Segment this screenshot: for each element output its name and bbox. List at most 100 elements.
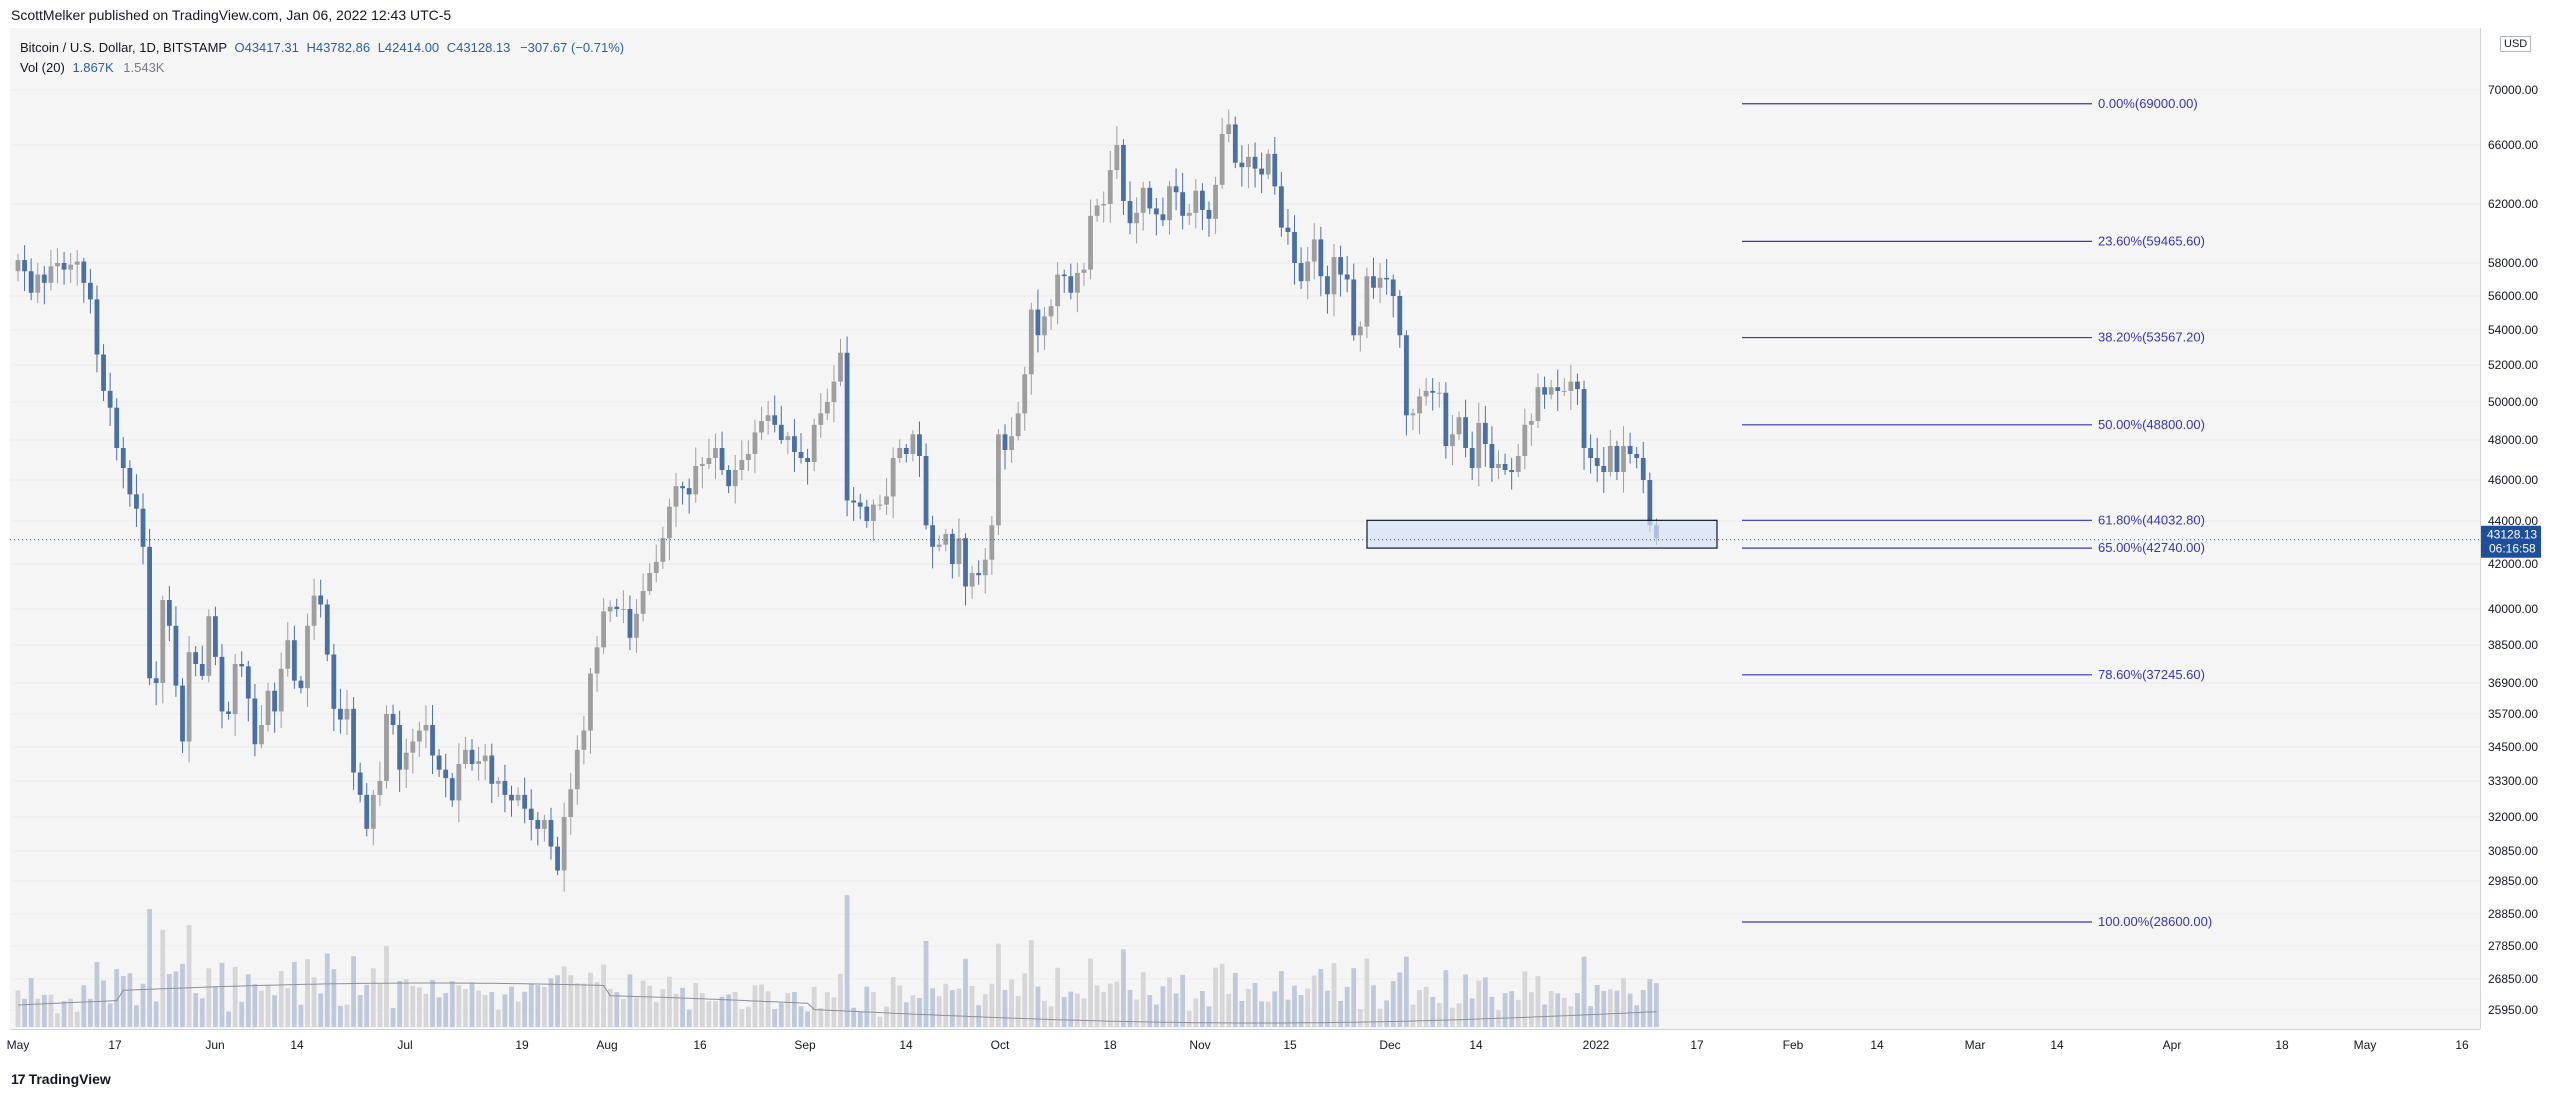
volume-bar (1081, 998, 1087, 1027)
volume-bar (1055, 967, 1061, 1027)
volume-bar (1200, 990, 1205, 1027)
volume-bar (930, 988, 936, 1027)
candle-body (41, 274, 47, 283)
candle-body (1561, 390, 1567, 392)
volume-bar (798, 1006, 804, 1027)
candle-body (581, 730, 587, 750)
candle-body (956, 538, 962, 564)
volume-bar (1529, 992, 1534, 1027)
candle-body (1529, 421, 1534, 425)
tradingview-logo-icon: 17 (11, 1071, 26, 1087)
time-tick-label: 17 (1690, 1038, 1704, 1052)
candle-body (660, 538, 666, 562)
price-tick-label: 33300.00 (2488, 774, 2538, 788)
candle-body (1588, 448, 1594, 458)
candle-body (778, 424, 784, 440)
volume-bar (338, 1005, 343, 1027)
time-tick-label: Apr (2163, 1038, 2182, 1052)
volume-bar (982, 994, 988, 1027)
volume-bar (232, 966, 238, 1027)
volume-bar (1377, 1008, 1383, 1027)
candle-body (699, 464, 705, 466)
candle-body (1640, 458, 1646, 480)
volume-bar (186, 925, 192, 1027)
candle-body (1522, 424, 1528, 456)
volume-bar (1548, 991, 1554, 1027)
volume-bar (1423, 986, 1429, 1027)
volume-bar (1581, 956, 1587, 1027)
volume-bar (1259, 1001, 1265, 1027)
candle-body (35, 274, 41, 293)
candle-body (1285, 227, 1291, 233)
candle-body (561, 817, 567, 871)
candle-body (324, 604, 330, 655)
candle-body (68, 264, 74, 270)
volume-bar (713, 1000, 718, 1027)
price-tick-label: 25950.00 (2488, 1003, 2538, 1017)
candle-body (1127, 201, 1133, 224)
ohlc-close: C43128.13 (446, 40, 511, 55)
volume-bar (81, 985, 87, 1027)
volume-ma-line (17, 982, 1657, 1024)
volume-bar (1285, 999, 1291, 1027)
candle-body (1094, 205, 1100, 216)
volume-bar (1614, 990, 1620, 1027)
candle-body (864, 506, 870, 521)
chart-pane[interactable] (10, 28, 2480, 1029)
volume-bar (449, 981, 455, 1027)
candle-body (1272, 153, 1278, 187)
candle-body (1259, 168, 1265, 175)
candle-body (1186, 212, 1192, 216)
price-tick-label: 66000.00 (2488, 138, 2538, 152)
candle-body (1594, 458, 1600, 466)
volume-bar (390, 1007, 396, 1027)
time-tick-label: 14 (2050, 1038, 2064, 1052)
candle-body (1436, 392, 1442, 394)
last-price-countdown: 06:16:58 (2489, 542, 2536, 556)
volume-bar (344, 1004, 350, 1027)
volume-bar (1325, 990, 1330, 1027)
candle-body (917, 434, 922, 456)
candle-body (528, 808, 534, 820)
volume-bar (581, 983, 587, 1027)
volume-bar (1193, 998, 1199, 1027)
support-zone-box (1366, 519, 1718, 549)
volume-bar (969, 985, 975, 1027)
candle-body (384, 714, 389, 781)
volume-bar (305, 959, 310, 1027)
volume-bar (943, 983, 949, 1027)
volume-bar (1450, 1007, 1455, 1027)
volume-bar (877, 1016, 883, 1027)
volume-bar (489, 991, 495, 1027)
volume-bar (706, 1001, 712, 1027)
volume-bar (818, 1007, 824, 1027)
volume-bar (285, 988, 291, 1027)
volume-bar (206, 968, 212, 1027)
candle-body (449, 778, 455, 801)
candle-body (844, 352, 850, 501)
volume-bar (199, 998, 205, 1027)
volume-bar (1403, 956, 1409, 1027)
volume-bar (1042, 1000, 1047, 1027)
volume-bar (647, 985, 653, 1027)
volume-bar (1640, 990, 1646, 1027)
candle-body (252, 698, 258, 745)
volume-bar (219, 962, 225, 1027)
candle-body (1292, 232, 1297, 263)
candle-body (489, 755, 495, 784)
candle-body (818, 413, 824, 425)
currency-badge[interactable]: USD (2500, 36, 2532, 52)
volume-bar (1443, 970, 1449, 1027)
volume-bar (1601, 990, 1607, 1027)
volume-bar (1555, 993, 1561, 1027)
candle-body (1074, 272, 1080, 293)
volume-bar (1213, 967, 1218, 1027)
price-tick-label: 26850.00 (2488, 972, 2538, 986)
volume-bar (1594, 984, 1600, 1027)
candle-body (1305, 261, 1311, 282)
volume-bar (35, 998, 41, 1027)
volume-bar (1114, 981, 1120, 1027)
volume-bar (456, 985, 462, 1027)
candle-body (851, 500, 857, 503)
time-axis[interactable] (10, 1029, 2480, 1058)
